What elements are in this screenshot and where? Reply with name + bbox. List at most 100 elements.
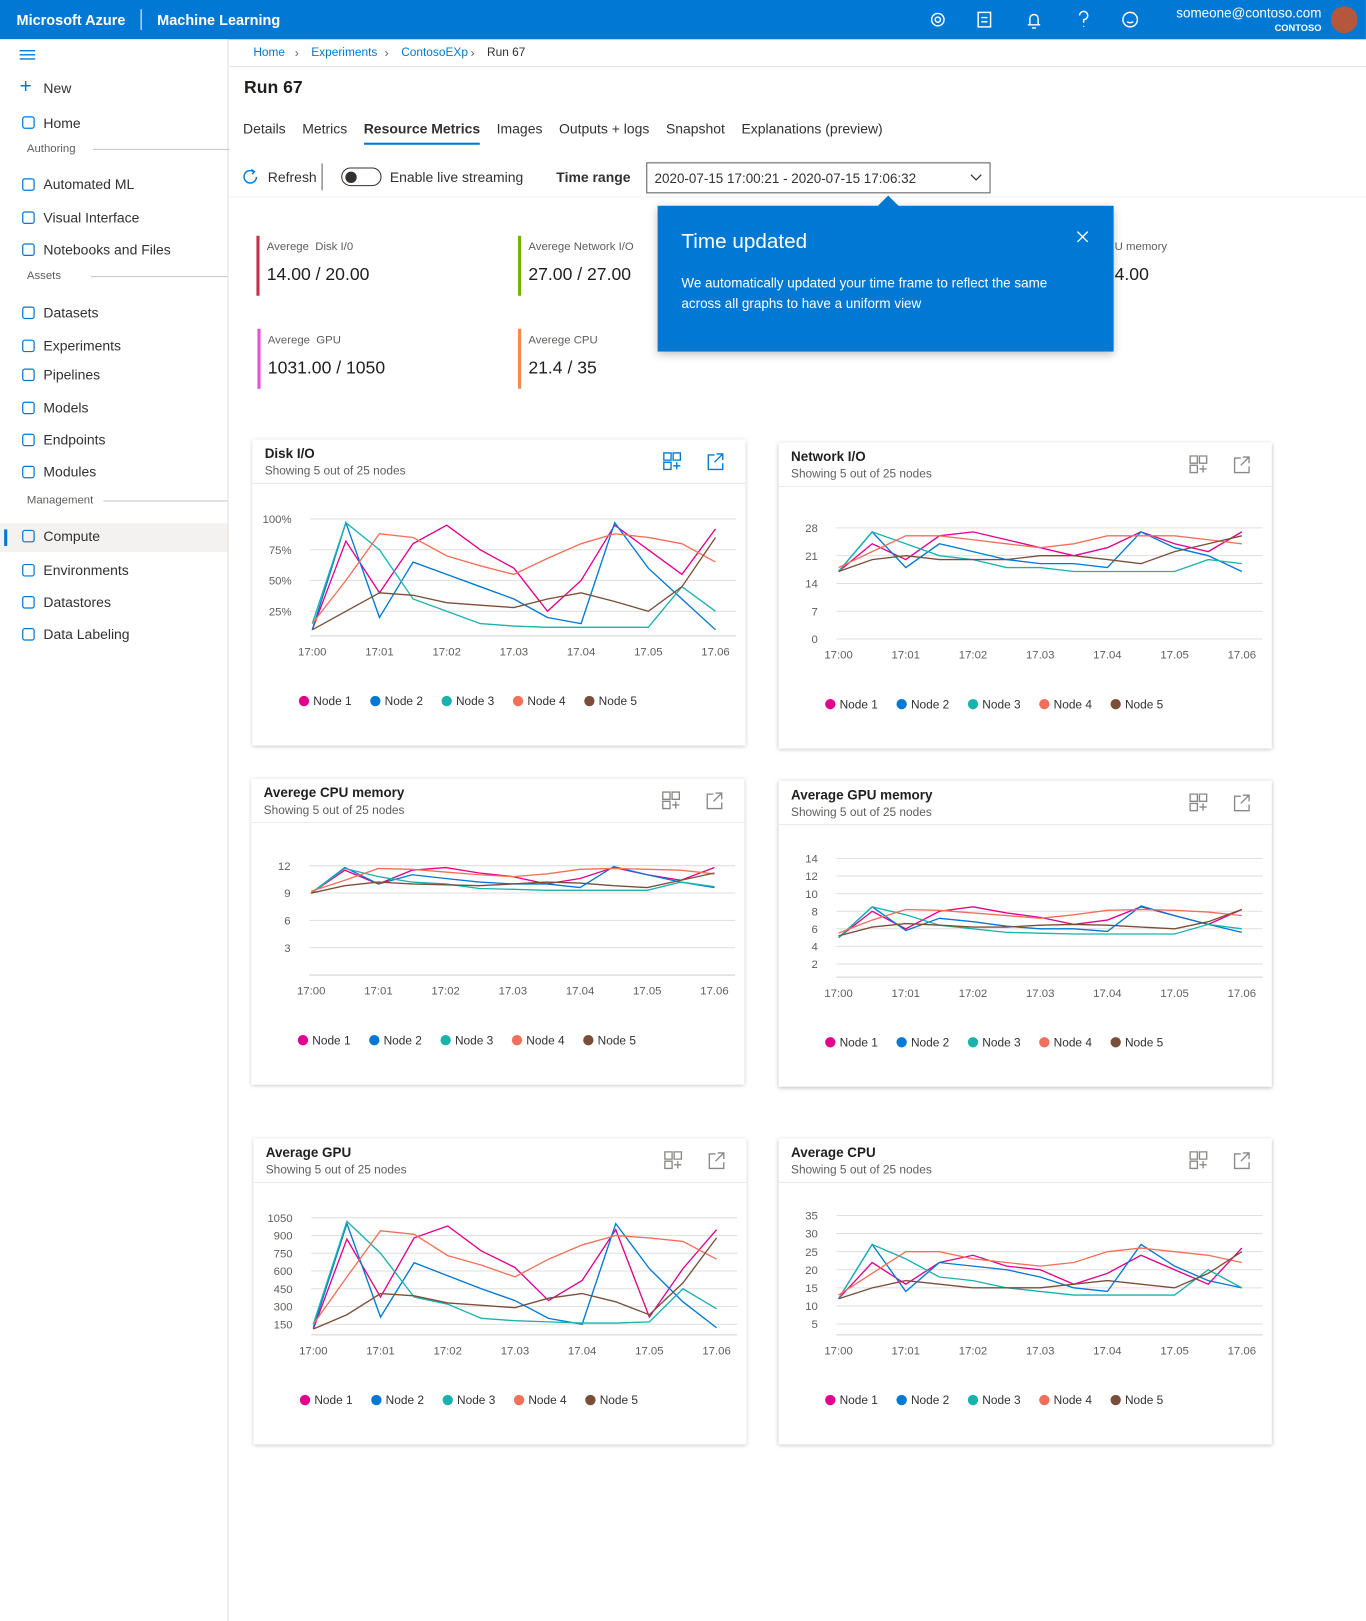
chart-subtitle: Showing 5 out of 25 nodes — [263, 804, 405, 817]
legend-swatch — [967, 698, 979, 710]
refresh-icon[interactable] — [242, 168, 261, 187]
nav-item[interactable]: Modules — [43, 464, 97, 480]
legend-swatch — [1110, 1037, 1121, 1048]
x-tick-label: 17:01 — [366, 1346, 394, 1358]
header-rule — [252, 482, 746, 484]
tab[interactable]: Outputs + logs — [558, 120, 650, 137]
legend-swatch — [1110, 698, 1121, 710]
time-range-dropdown[interactable]: 2020-07-15 17:00:21 - 2020-07-15 17:06:3… — [646, 162, 991, 194]
refresh[interactable]: Refresh — [267, 169, 317, 186]
x-tick-label: 17.04 — [1093, 988, 1121, 1000]
chart-actions[interactable] — [663, 452, 735, 473]
tab[interactable]: Images — [496, 120, 543, 137]
series-line — [838, 1243, 1242, 1300]
icon-shape — [22, 178, 35, 191]
breadcrumb-item[interactable]: ContosoEXp — [401, 46, 468, 59]
nav-icon — [22, 243, 35, 257]
nav-icon: + — [19, 75, 32, 99]
chart-actions[interactable] — [662, 791, 734, 812]
chart-subtitle: Showing 5 out of 25 nodes — [791, 468, 932, 481]
brand[interactable]: Microsoft Azure — [16, 11, 126, 28]
x-tick-label: 17:00 — [824, 650, 852, 662]
x-tick-label: 17.04 — [1093, 650, 1121, 662]
nav-icon — [22, 116, 35, 129]
chart-subtitle: Showing 5 out of 25 nodes — [264, 465, 406, 478]
tab[interactable]: Details — [242, 120, 286, 137]
chart-card: Averege CPU memory Showing 5 out of 25 no… — [251, 778, 745, 1085]
breadcrumb-item[interactable]: Experiments — [311, 46, 378, 59]
breadcrumb-item[interactable]: Home — [253, 46, 286, 59]
nav-item[interactable]: Datasets — [43, 305, 99, 321]
x-tick-label: 17:01 — [365, 647, 393, 659]
tab[interactable]: Explanations (preview) — [741, 120, 883, 137]
chart-actions[interactable] — [1189, 793, 1261, 814]
user[interactable]: someone@contoso.com — [1176, 5, 1322, 21]
chart-actions[interactable] — [664, 1151, 736, 1172]
chart: 2 4 6 8 10 12 14 17:00 17:01 17:02 17.03 17.04 17.05… — [805, 854, 1263, 1049]
y-tick-label: 12 — [278, 861, 291, 873]
y-tick-label: 100% — [263, 514, 292, 526]
chevron — [970, 174, 982, 181]
metric-value: 1031.00 / 1050 — [267, 357, 386, 378]
x-tick-label: 17.06 — [1228, 650, 1256, 662]
legend-swatch — [369, 1035, 380, 1046]
series-line — [311, 872, 715, 894]
legend-swatch — [583, 1035, 594, 1046]
y-tick-label: 0 — [812, 634, 818, 646]
y-tick-label: 28 — [805, 523, 818, 535]
close-button[interactable] — [1075, 230, 1089, 244]
series-line — [838, 1251, 1243, 1300]
y-tick-label: 6 — [812, 924, 818, 936]
series-line — [312, 1230, 717, 1325]
header-icons[interactable] — [920, 8, 1147, 31]
series-line — [310, 867, 715, 894]
chart-actions[interactable] — [1189, 1151, 1261, 1172]
metric-bar — [256, 235, 260, 296]
nav-item[interactable]: Home — [43, 115, 81, 132]
nav-item[interactable]: Compute — [43, 528, 101, 544]
nav-item[interactable]: Endpoints — [43, 432, 106, 448]
product[interactable]: Machine Learning — [157, 11, 281, 28]
series-line — [312, 1220, 717, 1325]
legend-label: Node 4 — [1054, 1393, 1093, 1407]
nav-item[interactable]: Visual Interface — [43, 209, 140, 226]
legend-swatch — [441, 695, 452, 707]
legend-label: Node 2 — [385, 694, 423, 708]
y-tick-label: 25 — [805, 1247, 818, 1259]
pop-out-icon — [708, 1152, 725, 1170]
nav-item[interactable]: Automated ML — [43, 176, 135, 193]
nav-item[interactable]: Notebooks and Files — [43, 241, 171, 258]
breadcrumb-sep: › — [470, 45, 475, 60]
icon-shape — [22, 628, 35, 641]
legend-swatch — [825, 1394, 836, 1406]
legend-label: Node 4 — [1054, 697, 1093, 711]
nav-item[interactable]: Environments — [43, 562, 129, 579]
toggle[interactable] — [341, 167, 382, 187]
nav-item[interactable]: Models — [43, 400, 89, 416]
nav-item[interactable]: Data Labeling — [43, 626, 130, 643]
x-tick-label: 17.05 — [633, 986, 661, 998]
nav-item[interactable]: Pipelines — [43, 367, 101, 383]
metric-label: Averege Network I/O — [528, 240, 634, 254]
nav-icon — [22, 529, 35, 543]
x-tick-label: 17:02 — [432, 647, 460, 659]
nav-item[interactable]: Datastores — [43, 594, 111, 611]
nav-item[interactable]: New — [43, 80, 72, 97]
chart-subtitle: Showing 5 out of 25 nodes — [791, 1164, 932, 1177]
series-line — [838, 1247, 1242, 1296]
chart-title: Disk I/O — [264, 445, 315, 462]
avatar[interactable] — [1330, 6, 1358, 34]
x-tick-label: 17.03 — [500, 647, 528, 659]
nav-item[interactable]: Experiments — [43, 338, 122, 354]
menu-icon[interactable] — [19, 48, 38, 62]
chart-actions[interactable] — [1189, 455, 1261, 476]
tab[interactable]: Metrics — [302, 120, 348, 137]
breadcrumb-sep: › — [294, 45, 299, 60]
x-tick-label: 17.05 — [635, 1346, 663, 1358]
x-tick-label: 17.06 — [701, 647, 729, 659]
y-tick-label: 12 — [805, 871, 818, 883]
tab[interactable]: Resource Metrics — [363, 121, 481, 145]
series-line — [838, 535, 1242, 573]
tab[interactable]: Snapshot — [665, 120, 725, 137]
divider — [321, 163, 323, 191]
